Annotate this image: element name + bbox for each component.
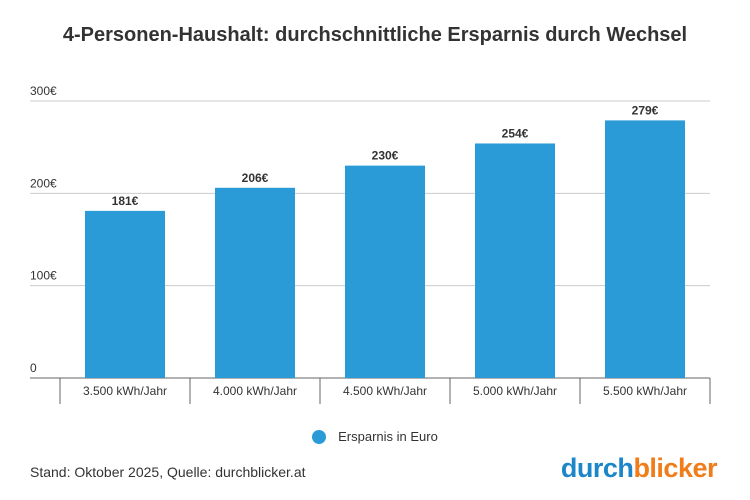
brand-logo: durchblicker (560, 453, 718, 484)
bar (475, 143, 555, 378)
bar (605, 120, 685, 378)
source-note: Stand: Oktober 2025, Quelle: durchblicke… (30, 464, 306, 480)
legend-swatch (312, 429, 327, 444)
y-tick-label: 100€ (30, 269, 57, 283)
x-tick-label: 4.000 kWh/Jahr (213, 384, 297, 398)
x-tick-label: 4.500 kWh/Jahr (343, 384, 427, 398)
legend-label: Ersparnis in Euro (338, 429, 438, 444)
bar (85, 210, 165, 378)
data-label: 206€ (242, 171, 269, 185)
chart-title: 4-Personen-Haushalt: durchschnittliche E… (62, 24, 688, 46)
data-label: 254€ (502, 126, 529, 140)
data-label: 181€ (112, 194, 139, 208)
legend: Ersparnis in Euro (0, 429, 750, 444)
bar (345, 165, 425, 378)
brand-logo-part2: blicker (633, 453, 717, 483)
y-tick-label: 0 (30, 361, 37, 375)
data-label: 279€ (632, 103, 659, 117)
y-tick-label: 300€ (30, 84, 57, 98)
x-tick-label: 5.500 kWh/Jahr (603, 384, 687, 398)
y-tick-label: 200€ (30, 176, 57, 190)
data-label: 230€ (372, 149, 399, 163)
brand-logo-part1: durch (560, 453, 634, 483)
x-tick-label: 3.500 kWh/Jahr (83, 384, 167, 398)
bar (215, 187, 295, 378)
x-tick-label: 5.000 kWh/Jahr (473, 384, 557, 398)
